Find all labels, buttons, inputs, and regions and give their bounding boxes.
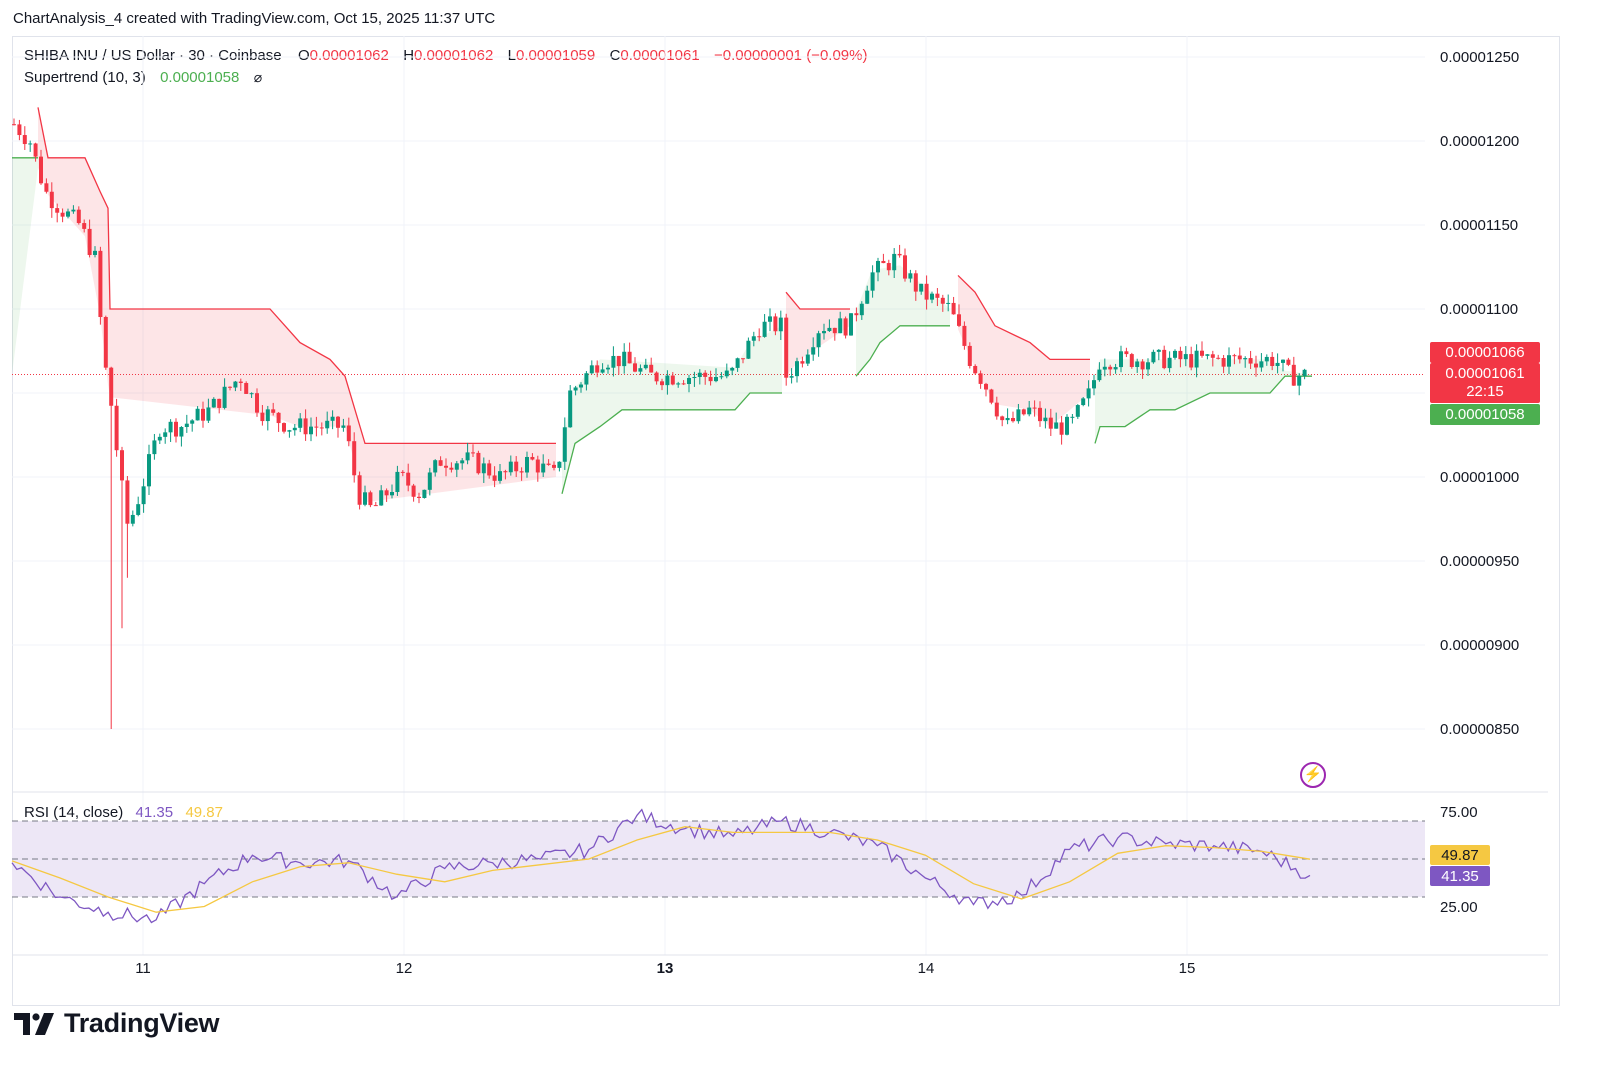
supertrend-legend: Supertrend (10, 3) 0.00001058 ⌀ xyxy=(24,69,262,86)
close-label: C xyxy=(609,47,621,64)
high-label: H xyxy=(403,47,415,64)
tradingview-brand: TradingView xyxy=(64,1008,220,1038)
supertrend-value: 0.00001058 xyxy=(160,69,240,86)
close-value: 0.00001061 xyxy=(620,47,700,64)
change-value: −0.00000001 (−0.09%) xyxy=(714,47,868,64)
rsi-value: 41.35 xyxy=(135,804,174,821)
chart-frame xyxy=(12,36,1560,1006)
symbol-name[interactable]: SHIBA INU / US Dollar · 30 · Coinbase xyxy=(24,47,282,64)
supertrend-label[interactable]: Supertrend (10, 3) xyxy=(24,69,146,86)
low-value: 0.00001059 xyxy=(515,47,596,64)
symbol-legend: SHIBA INU / US Dollar · 30 · Coinbase O0… xyxy=(24,47,867,64)
lightning-icon[interactable]: ⚡ xyxy=(1300,762,1326,788)
open-label: O xyxy=(297,47,310,64)
chart-attribution: ChartAnalysis_4 created with TradingView… xyxy=(13,10,496,27)
tradingview-logo-icon xyxy=(14,1012,54,1035)
high-value: 0.00001062 xyxy=(414,47,494,64)
hidden-eye-icon[interactable]: ⌀ xyxy=(253,69,263,85)
rsi-legend: RSI (14, close) 41.35 49.87 xyxy=(24,804,223,821)
rsi-ma-value: 49.87 xyxy=(185,804,223,821)
open-value: 0.00001062 xyxy=(309,47,389,64)
tradingview-logo: TradingView xyxy=(14,1008,220,1039)
low-label: L xyxy=(507,47,516,64)
rsi-label[interactable]: RSI (14, close) xyxy=(24,804,124,821)
